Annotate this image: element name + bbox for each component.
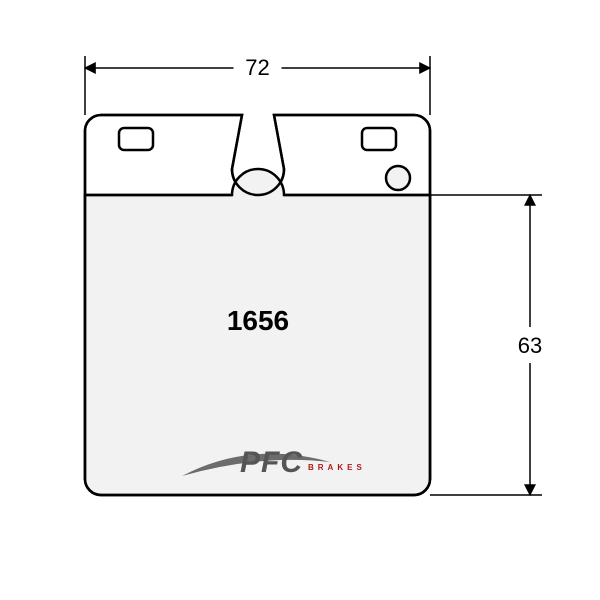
- part-number: 1656: [227, 305, 289, 336]
- retention-slot-right: [362, 128, 396, 150]
- retention-slot-left: [119, 128, 153, 150]
- brand-sub: BRAKES: [308, 463, 366, 472]
- technical-drawing: 72 63 1656 PFC BRAKES: [0, 0, 600, 600]
- brand-main: PFC: [240, 446, 303, 479]
- width-dimension: 72: [245, 55, 269, 80]
- height-dimension: 63: [518, 333, 542, 358]
- drawing-svg: 72 63 1656 PFC BRAKES: [0, 0, 600, 600]
- sensor-hole: [386, 166, 410, 190]
